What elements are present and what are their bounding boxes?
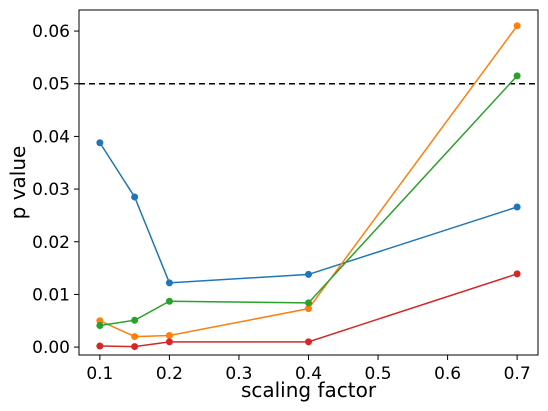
data-point [96, 139, 104, 147]
y-tick-label: 0.06 [32, 22, 70, 42]
data-point [305, 299, 312, 307]
x-tick-label: 0.1 [86, 364, 113, 384]
plot-area [79, 22, 538, 351]
data-point [131, 333, 139, 341]
series-line-3 [99, 75, 518, 327]
data-point [305, 338, 312, 346]
data-point [165, 297, 173, 305]
y-tick-label: 0.03 [32, 180, 70, 200]
data-point [513, 270, 521, 278]
data-point [96, 342, 104, 350]
x-tick-label: 0.5 [365, 364, 392, 384]
data-point [96, 322, 104, 330]
series-line-1 [99, 142, 518, 284]
series-line-2 [99, 25, 518, 338]
x-tick-label: 0.2 [156, 364, 183, 384]
data-point [131, 343, 139, 351]
data-point [165, 338, 173, 346]
x-tick-label: 0.3 [225, 364, 252, 384]
data-point [131, 316, 139, 324]
x-axis: 0.1 0.2 0.3 0.4 0.5 0.6 0.7 [86, 355, 531, 384]
y-tick-label: 0.01 [32, 285, 70, 305]
x-tick-label: 0.7 [504, 364, 531, 384]
data-point [131, 193, 139, 201]
data-point [513, 72, 521, 80]
data-point [305, 270, 312, 278]
y-axis-label: p value [6, 146, 30, 220]
data-point [305, 305, 312, 313]
y-tick-label: 0.04 [32, 127, 70, 147]
data-point [513, 203, 521, 211]
data-point [513, 22, 521, 30]
x-tick-label: 0.4 [295, 364, 322, 384]
y-tick-label: 0.00 [32, 338, 70, 358]
y-tick-label: 0.02 [32, 233, 70, 253]
data-point [165, 279, 173, 287]
y-axis: 0.00 0.01 0.02 0.03 0.04 0.05 0.06 [32, 22, 79, 358]
x-axis-label: scaling factor [241, 378, 377, 402]
y-tick-label: 0.05 [32, 75, 70, 95]
data-point [165, 332, 173, 340]
x-tick-label: 0.6 [434, 364, 461, 384]
